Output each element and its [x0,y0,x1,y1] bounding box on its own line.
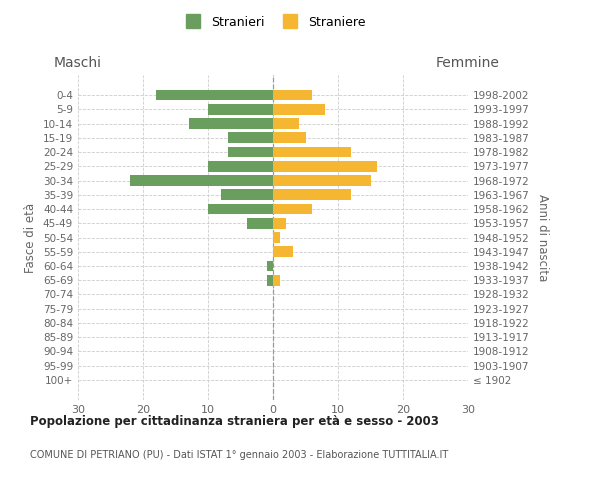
Bar [273,132,305,143]
Bar [273,275,280,285]
Bar [208,104,273,115]
Text: Maschi: Maschi [54,56,102,70]
Bar [273,118,299,129]
Bar [221,190,273,200]
Bar [273,90,312,101]
Text: COMUNE DI PETRIANO (PU) - Dati ISTAT 1° gennaio 2003 - Elaborazione TUTTITALIA.I: COMUNE DI PETRIANO (PU) - Dati ISTAT 1° … [30,450,448,460]
Bar [273,218,286,228]
Y-axis label: Anni di nascita: Anni di nascita [536,194,549,281]
Bar [273,246,293,257]
Bar [273,175,371,186]
Bar [273,204,312,214]
Legend: Stranieri, Straniere: Stranieri, Straniere [181,11,371,34]
Bar [156,90,273,101]
Text: Femmine: Femmine [436,56,500,70]
Bar [227,132,273,143]
Bar [273,232,280,243]
Bar [273,161,377,172]
Bar [273,104,325,115]
Bar [130,175,273,186]
Text: Popolazione per cittadinanza straniera per età e sesso - 2003: Popolazione per cittadinanza straniera p… [30,415,439,428]
Bar [273,146,351,158]
Bar [208,204,273,214]
Bar [273,190,351,200]
Bar [266,275,273,285]
Bar [188,118,273,129]
Bar [266,260,273,272]
Y-axis label: Fasce di età: Fasce di età [25,202,37,272]
Bar [208,161,273,172]
Bar [247,218,273,228]
Bar [227,146,273,158]
